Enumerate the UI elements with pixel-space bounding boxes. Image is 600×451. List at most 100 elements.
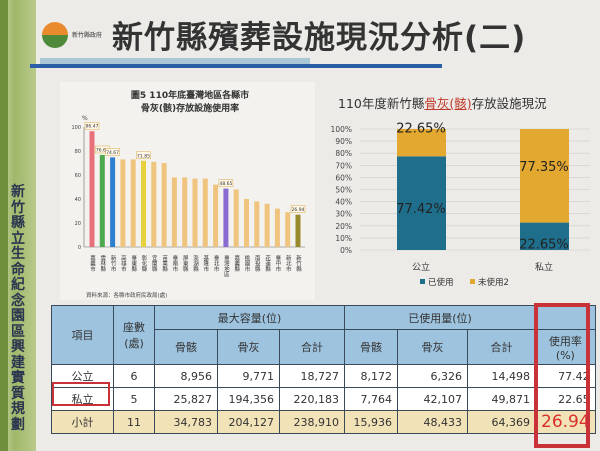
right-y-tick: 80% [335, 149, 352, 158]
right-y-tick: 50% [335, 186, 352, 195]
left-bar [151, 161, 157, 247]
left-bar [120, 159, 126, 247]
left-bar [182, 177, 188, 247]
header-rate-top [535, 305, 596, 330]
legend-swatch [470, 279, 475, 284]
left-bar [171, 177, 177, 247]
header-count: 座數 (處) [113, 305, 155, 365]
table-cell: 6,326 [397, 364, 468, 388]
logo-text: 新竹縣政府 [72, 32, 103, 39]
left-bar [233, 189, 239, 247]
right-y-tick: 20% [335, 222, 352, 231]
table-row: 小計 11 34,783 204,127 238,910 15,936 48,433 64,3… [51, 410, 596, 434]
left-bar [274, 208, 280, 247]
left-x-label: 臺灣地區 [223, 254, 230, 278]
left-bar [213, 184, 219, 247]
left-y-tick: 40 [75, 197, 81, 203]
left-chart-title: 圖5 110年底臺灣地區各縣市 [131, 89, 249, 101]
title-underline-light [40, 58, 310, 64]
right-y-tick: 0% [340, 246, 352, 255]
data-label-box [136, 151, 151, 160]
left-bar [285, 212, 291, 247]
segment-label: 77.35% [519, 160, 569, 175]
table-cell: 8,956 [154, 364, 218, 388]
header-item: 項目 [51, 305, 114, 365]
segment-label: 22.65% [396, 122, 446, 137]
left-x-label: 南投縣 [254, 254, 261, 272]
table-cell: 26.94 [535, 410, 596, 434]
left-bar [141, 160, 146, 247]
legend-label: 已使用 [428, 277, 454, 288]
header-total: 合計 [279, 329, 345, 365]
table-cell: 25,827 [154, 387, 218, 411]
table-cell: 9,771 [217, 364, 280, 388]
left-bar [161, 163, 167, 247]
left-x-label: 新竹縣 [295, 254, 302, 272]
left-bar [89, 131, 95, 247]
left-bar [110, 157, 116, 247]
county-logo-icon [42, 22, 68, 48]
rate-highlight-box [534, 303, 590, 448]
table-cell: 公立 [51, 364, 114, 388]
left-x-label: 臺北市 [213, 254, 220, 273]
table-cell: 5 [113, 387, 155, 411]
right-y-tick: 90% [335, 137, 352, 146]
table-cell: 238,910 [279, 410, 345, 434]
left-x-label: 苗栗縣 [161, 254, 168, 272]
right-y-tick: 30% [335, 210, 352, 219]
data-label: 71.85 [137, 153, 150, 159]
left-x-label: 臺南市 [171, 254, 178, 273]
right-y-tick: 60% [335, 173, 352, 182]
left-bar [264, 203, 270, 247]
title-underline [30, 64, 442, 68]
left-x-label: 屏東縣 [182, 255, 189, 272]
legend-swatch [420, 279, 425, 284]
legend-label: 未使用2 [478, 277, 509, 288]
page-title: 新竹縣殯葬設施現況分析(二) [112, 20, 527, 56]
left-chart-ylabel: % [82, 115, 88, 122]
side-vertical-text: 新竹縣立生命紀念園區興建實質規劃 [11, 184, 25, 433]
left-bar [130, 159, 136, 247]
header-bone-used: 骨骸 [344, 329, 398, 365]
header-rate: 使用率 (%) [535, 329, 596, 365]
table-cell: 15,936 [344, 410, 398, 434]
data-label-box [84, 121, 100, 130]
left-y-tick: 80 [75, 149, 81, 155]
left-chart-source: 資料來源：各縣市政府民政局(處) [86, 291, 167, 299]
left-x-label: 花蓮縣 [264, 254, 271, 272]
stacked-bar-已使用 [397, 156, 446, 250]
left-x-label: 新竹市 [110, 254, 117, 273]
left-y-tick: 60 [75, 173, 81, 179]
table-cell: 42,107 [397, 387, 468, 411]
left-x-label: 雲林縣 [99, 255, 106, 272]
table-row: 私立 5 25,827 194,356 220,183 7,764 42,107 49,871… [51, 387, 596, 411]
table-cell: 6 [113, 364, 155, 388]
data-label: 96.47 [86, 124, 99, 130]
header-max: 最大容量(位) [154, 305, 345, 330]
table-cell: 8,172 [344, 364, 398, 388]
left-x-label: 基隆市 [202, 254, 209, 273]
left-bar [99, 154, 105, 247]
right-chart-title: 110年度新竹縣骨灰(骸)存放設施現況 [338, 96, 547, 111]
table-cell: 48,433 [397, 410, 468, 434]
data-label-box [290, 205, 306, 213]
left-x-label: 臺中市 [274, 254, 281, 273]
table-cell: 34,783 [154, 410, 218, 434]
left-bar [244, 199, 249, 247]
stacked-bar-未使用2 [397, 129, 446, 157]
right-x-label: 公立 [412, 261, 430, 273]
header-total-used: 合計 [467, 329, 536, 365]
left-bar [295, 214, 301, 247]
header-ash: 骨灰 [217, 329, 280, 365]
right-y-tick: 70% [335, 161, 352, 170]
left-y-tick: 0 [78, 245, 81, 251]
segment-label: 77.42% [396, 202, 446, 217]
data-label: 74.67 [106, 150, 119, 156]
left-x-label: 桃園市 [244, 254, 251, 273]
table-cell: 小計 [51, 410, 114, 434]
facility-table: 項目 座數 (處) 最大容量(位) 已使用量(位) 骨骸 骨灰 合計 骨骸 骨灰… [51, 305, 596, 434]
table-cell: 220,183 [279, 387, 345, 411]
segment-label: 22.65% [519, 237, 569, 252]
right-y-tick: 40% [335, 198, 352, 207]
left-chart-subtitle: 骨灰(骸)存放設施使用率 [141, 102, 239, 114]
